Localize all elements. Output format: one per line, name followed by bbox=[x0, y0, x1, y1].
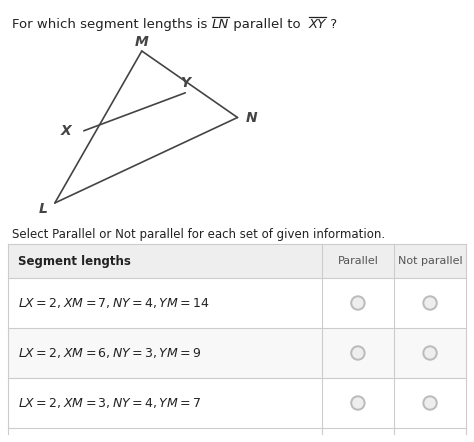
Bar bbox=[8, 278, 466, 328]
Circle shape bbox=[423, 346, 437, 360]
Circle shape bbox=[353, 348, 363, 358]
Text: Not parallel: Not parallel bbox=[398, 256, 462, 266]
Circle shape bbox=[425, 348, 435, 358]
Bar bbox=[8, 378, 466, 428]
Text: Select Parallel or Not parallel for each set of given information.: Select Parallel or Not parallel for each… bbox=[12, 228, 385, 241]
Text: For which segment lengths is: For which segment lengths is bbox=[12, 18, 211, 31]
Circle shape bbox=[425, 398, 435, 408]
Text: X: X bbox=[61, 124, 72, 138]
Text: M: M bbox=[135, 34, 149, 49]
Text: LN: LN bbox=[211, 18, 229, 31]
Text: parallel to: parallel to bbox=[229, 18, 309, 31]
Circle shape bbox=[353, 298, 363, 308]
Circle shape bbox=[351, 296, 365, 310]
Circle shape bbox=[423, 296, 437, 310]
Circle shape bbox=[425, 298, 435, 308]
Circle shape bbox=[353, 398, 363, 408]
Text: $LX = 2,  XM = 6,  NY = 3,  YM = 9$: $LX = 2, XM = 6, NY = 3, YM = 9$ bbox=[18, 346, 202, 360]
Bar bbox=[8, 328, 466, 378]
Text: L: L bbox=[39, 202, 48, 216]
Text: $LX = 2,  XM = 3,  NY = 4,  YM = 7$: $LX = 2, XM = 3, NY = 4, YM = 7$ bbox=[18, 396, 201, 410]
Text: ?: ? bbox=[326, 18, 337, 31]
Text: Parallel: Parallel bbox=[337, 256, 378, 266]
Text: $LX = 2,  XM = 7,  NY = 4,  YM = 14$: $LX = 2, XM = 7, NY = 4, YM = 14$ bbox=[18, 296, 210, 310]
Text: Y: Y bbox=[180, 76, 190, 90]
Text: N: N bbox=[246, 110, 258, 125]
Text: Segment lengths: Segment lengths bbox=[18, 255, 131, 267]
Text: XY: XY bbox=[309, 18, 326, 31]
Circle shape bbox=[351, 396, 365, 410]
Circle shape bbox=[423, 396, 437, 410]
Circle shape bbox=[351, 346, 365, 360]
Bar bbox=[8, 244, 466, 278]
